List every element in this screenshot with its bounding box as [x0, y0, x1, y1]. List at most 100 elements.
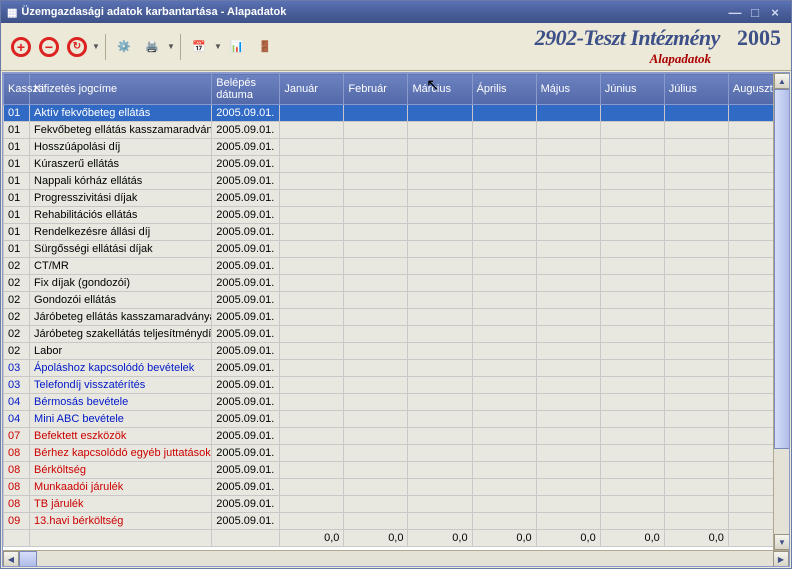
maximize-button[interactable]: □ — [745, 5, 765, 20]
cell[interactable] — [600, 428, 664, 445]
cell[interactable] — [472, 224, 536, 241]
cell[interactable]: 2005.09.01. — [212, 292, 280, 309]
cell[interactable]: 2005.09.01. — [212, 207, 280, 224]
cell[interactable] — [280, 445, 344, 462]
table-row[interactable]: 01Hosszúápolási díj2005.09.01. — [4, 139, 789, 156]
cell[interactable]: 2005.09.01. — [212, 190, 280, 207]
cell[interactable]: 2005.09.01. — [212, 462, 280, 479]
table-row[interactable]: 03Ápoláshoz kapcsolódó bevételek2005.09.… — [4, 360, 789, 377]
cell[interactable]: Bérhez kapcsolódó egyéb juttatások — [30, 445, 212, 462]
cell[interactable] — [600, 445, 664, 462]
cell[interactable]: 02 — [4, 343, 30, 360]
cell[interactable] — [344, 411, 408, 428]
cell[interactable] — [536, 207, 600, 224]
cell[interactable] — [600, 275, 664, 292]
cell[interactable] — [600, 173, 664, 190]
cell[interactable] — [344, 105, 408, 122]
horizontal-scroll-thumb[interactable] — [19, 551, 37, 567]
cell[interactable] — [408, 122, 472, 139]
cell[interactable] — [344, 309, 408, 326]
data-button[interactable]: 📊 — [223, 33, 251, 61]
cell[interactable] — [344, 173, 408, 190]
cell[interactable] — [536, 275, 600, 292]
column-header-m4[interactable]: Április — [472, 74, 536, 105]
table-row[interactable]: 01Rendelkezésre állási díj2005.09.01. — [4, 224, 789, 241]
cell[interactable]: 02 — [4, 275, 30, 292]
cell[interactable]: 08 — [4, 479, 30, 496]
cell[interactable]: 13.havi bérköltség — [30, 513, 212, 530]
cell[interactable] — [344, 241, 408, 258]
cell[interactable] — [408, 445, 472, 462]
cell[interactable] — [344, 139, 408, 156]
cell[interactable]: 2005.09.01. — [212, 258, 280, 275]
cell[interactable] — [408, 292, 472, 309]
cell[interactable]: Befektett eszközök — [30, 428, 212, 445]
cell[interactable] — [664, 513, 728, 530]
cell[interactable]: 2005.09.01. — [212, 360, 280, 377]
cell[interactable] — [600, 513, 664, 530]
cell[interactable] — [664, 411, 728, 428]
table-row[interactable]: 01Rehabilitációs ellátás2005.09.01. — [4, 207, 789, 224]
cell[interactable]: Munkaadói járulék — [30, 479, 212, 496]
cell[interactable] — [664, 173, 728, 190]
column-header-m6[interactable]: Június — [600, 74, 664, 105]
cell[interactable]: Járóbeteg szakellátás teljesítménydíja — [30, 326, 212, 343]
cell[interactable] — [600, 377, 664, 394]
cell[interactable] — [344, 207, 408, 224]
cell[interactable] — [408, 309, 472, 326]
table-row[interactable]: 01Progresszivitási díjak2005.09.01. — [4, 190, 789, 207]
cell[interactable]: 2005.09.01. — [212, 224, 280, 241]
close-button[interactable]: × — [765, 5, 785, 20]
cell[interactable]: 04 — [4, 394, 30, 411]
cell[interactable] — [408, 190, 472, 207]
cell[interactable]: Nappali kórház ellátás — [30, 173, 212, 190]
cell[interactable] — [408, 496, 472, 513]
table-row[interactable]: 02Fix díjak (gondozói)2005.09.01. — [4, 275, 789, 292]
cell[interactable] — [280, 190, 344, 207]
cell[interactable] — [472, 207, 536, 224]
cell[interactable]: Progresszivitási díjak — [30, 190, 212, 207]
cell[interactable] — [536, 122, 600, 139]
cell[interactable] — [408, 377, 472, 394]
cell[interactable] — [600, 241, 664, 258]
cell[interactable] — [536, 343, 600, 360]
cell[interactable] — [472, 360, 536, 377]
cell[interactable] — [472, 411, 536, 428]
cell[interactable]: 04 — [4, 411, 30, 428]
cell[interactable]: 2005.09.01. — [212, 513, 280, 530]
cell[interactable] — [280, 207, 344, 224]
cell[interactable] — [536, 173, 600, 190]
cell[interactable] — [408, 258, 472, 275]
cell[interactable] — [344, 275, 408, 292]
cell[interactable] — [280, 224, 344, 241]
cell[interactable] — [472, 428, 536, 445]
cell[interactable]: Gondozói ellátás — [30, 292, 212, 309]
cell[interactable] — [536, 496, 600, 513]
cell[interactable] — [600, 309, 664, 326]
cell[interactable]: 2005.09.01. — [212, 139, 280, 156]
cell[interactable]: 08 — [4, 496, 30, 513]
cell[interactable] — [344, 513, 408, 530]
cell[interactable] — [472, 105, 536, 122]
table-row[interactable]: 01Kúraszerű ellátás2005.09.01. — [4, 156, 789, 173]
cell[interactable]: 02 — [4, 309, 30, 326]
cell[interactable] — [408, 462, 472, 479]
cell[interactable] — [472, 122, 536, 139]
cell[interactable] — [536, 105, 600, 122]
cell[interactable] — [472, 479, 536, 496]
cell[interactable] — [280, 479, 344, 496]
cell[interactable] — [664, 156, 728, 173]
cell[interactable]: Sürgősségi ellátási díjak — [30, 241, 212, 258]
settings-button[interactable]: ⚙️ — [110, 33, 138, 61]
cell[interactable] — [280, 241, 344, 258]
cell[interactable] — [664, 190, 728, 207]
cell[interactable]: Ápoláshoz kapcsolódó bevételek — [30, 360, 212, 377]
cell[interactable]: 02 — [4, 258, 30, 275]
table-row[interactable]: 08TB járulék2005.09.01. — [4, 496, 789, 513]
cell[interactable]: 09 — [4, 513, 30, 530]
cell[interactable] — [408, 479, 472, 496]
cell[interactable] — [536, 360, 600, 377]
table-row[interactable]: 03Telefondíj visszatérítés2005.09.01. — [4, 377, 789, 394]
calendar-dropdown[interactable]: ▼ — [213, 42, 223, 51]
calendar-button[interactable]: 📅 — [185, 33, 213, 61]
